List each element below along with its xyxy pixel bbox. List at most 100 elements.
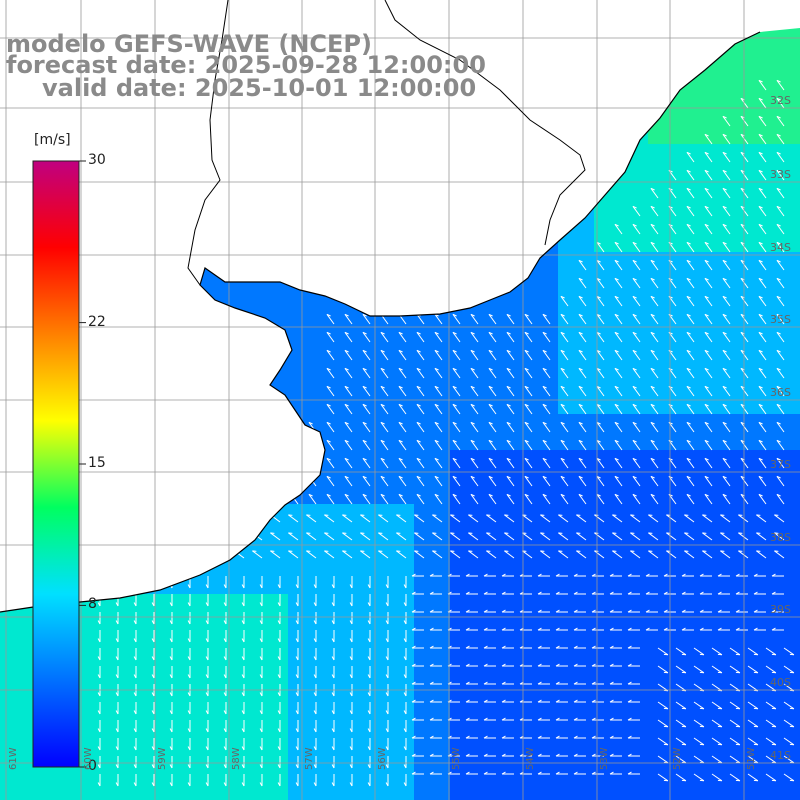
wind-vector-head (722, 421, 727, 425)
ocean-cell (648, 720, 666, 738)
wind-vector-head (578, 259, 583, 263)
ocean-cell (630, 360, 648, 378)
wind-vector-head (326, 457, 331, 461)
ocean-cell (198, 576, 216, 594)
wind-vector-head (403, 584, 407, 589)
ocean-cell (612, 432, 630, 450)
ocean-cell (522, 594, 540, 612)
wind-vector-head (488, 457, 493, 461)
wind-vector (704, 278, 713, 289)
ocean-cell (486, 522, 504, 540)
ocean-cell (558, 432, 576, 450)
wind-vector-head (288, 514, 293, 516)
wind-vector (434, 440, 443, 451)
wind-vector (468, 514, 479, 523)
ocean-cell (486, 612, 504, 630)
ocean-cell (504, 486, 522, 504)
ocean-cell (270, 756, 288, 774)
wind-vector (452, 314, 461, 325)
wind-vector (452, 332, 461, 343)
wind-vector (632, 296, 641, 307)
wind-vector-head (668, 439, 673, 443)
ocean-cell (378, 378, 396, 396)
wind-vector (657, 773, 669, 782)
wind-vector-head (277, 620, 281, 625)
ocean-cell (792, 558, 800, 576)
wind-vector (747, 737, 759, 746)
wind-vector (288, 514, 299, 523)
wind-vector-head (470, 367, 475, 371)
ocean-cell (414, 540, 432, 558)
wind-vector-head (97, 620, 101, 625)
ocean-cell (540, 504, 558, 522)
wind-vector-head (776, 457, 781, 461)
wind-vector-head (308, 493, 313, 497)
wind-vector-head (223, 656, 227, 661)
longitude-label: 57W (304, 747, 315, 770)
wind-vector (758, 296, 767, 307)
ocean-cell (756, 36, 774, 54)
wind-vector-head (686, 493, 691, 497)
wind-vector-head (411, 771, 416, 775)
wind-vector-head (187, 782, 191, 787)
ocean-cell (738, 792, 756, 800)
ocean-cell (486, 702, 504, 720)
ocean-cell (324, 306, 342, 324)
ocean-cell (324, 432, 342, 450)
ocean-cell (666, 126, 684, 144)
wind-vector-head (308, 475, 313, 479)
ocean-cell (774, 612, 792, 630)
ocean-cell (252, 648, 270, 666)
wind-vector-head (277, 728, 281, 733)
wind-vector (758, 350, 767, 361)
wind-vector-head (241, 674, 245, 679)
wind-vector-head (396, 514, 401, 516)
wind-vector (722, 170, 731, 181)
ocean-cell (324, 630, 342, 648)
wind-vector (326, 386, 335, 397)
ocean-cell (162, 774, 180, 792)
ocean-cell (162, 738, 180, 756)
wind-vector (632, 350, 641, 361)
wind-vector-head (411, 735, 416, 739)
wind-vector (776, 440, 785, 451)
ocean-cell (630, 720, 648, 738)
wind-vector-head (349, 764, 353, 769)
wind-vector-head (758, 331, 763, 335)
wind-vector-head (277, 692, 281, 697)
ocean-cell (594, 666, 612, 684)
wind-vector (398, 476, 407, 487)
wind-vector-head (704, 421, 709, 425)
ocean-cell (558, 396, 576, 414)
ocean-cell (270, 558, 288, 576)
wind-vector-head (326, 475, 331, 479)
ocean-cell (126, 792, 144, 800)
wind-vector-head (486, 550, 491, 552)
wind-vector (693, 665, 705, 674)
wind-vector (578, 368, 587, 379)
ocean-cell (666, 468, 684, 486)
ocean-cell (684, 414, 702, 432)
wind-vector-head (704, 403, 709, 407)
ocean-cell (324, 504, 342, 522)
ocean-cell (666, 414, 684, 432)
wind-vector-head (308, 457, 313, 461)
ocean-cell (342, 576, 360, 594)
ocean-cell (558, 594, 576, 612)
ocean-cell (576, 252, 594, 270)
wind-vector-head (115, 656, 119, 661)
ocean-cell (486, 558, 504, 576)
wind-vector-head (488, 421, 493, 425)
wind-vector-head (758, 421, 763, 425)
wind-vector (488, 458, 497, 469)
wind-vector-head (385, 656, 389, 661)
ocean-cell (522, 414, 540, 432)
wind-vector-head (277, 764, 281, 769)
wind-vector-head (331, 620, 335, 625)
ocean-cell (756, 54, 774, 72)
ocean-cell (468, 612, 486, 630)
ocean-cell (720, 684, 738, 702)
ocean-cell (108, 792, 126, 800)
ocean-cell (684, 90, 702, 108)
ocean-cell (180, 648, 198, 666)
